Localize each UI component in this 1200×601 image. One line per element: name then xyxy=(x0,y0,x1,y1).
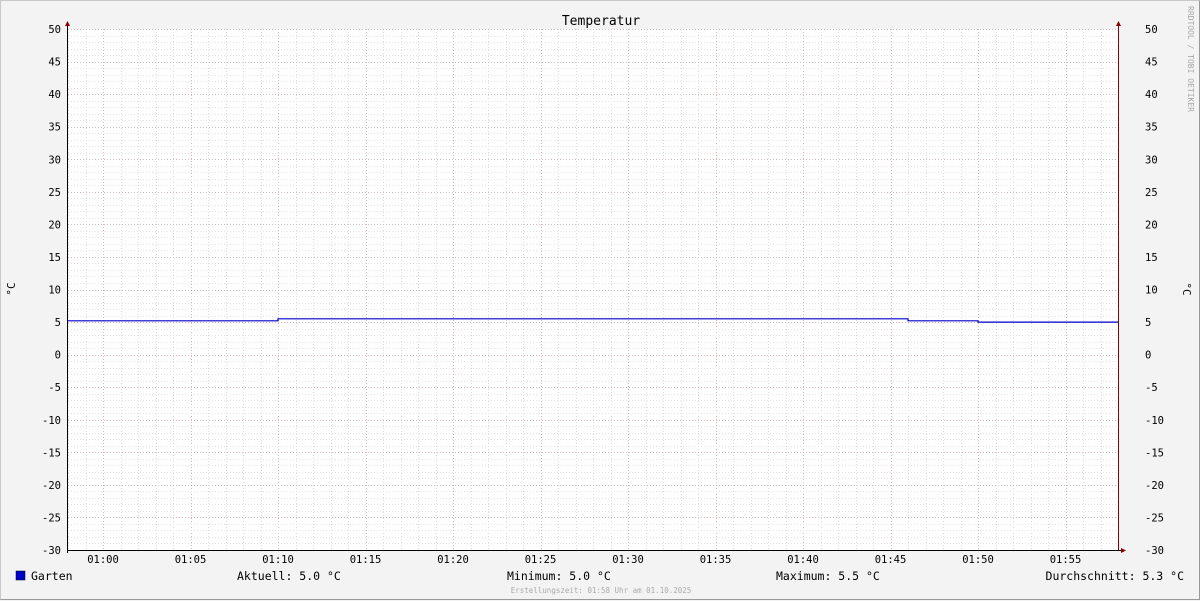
y-tick-label-right: 50 xyxy=(1145,24,1158,36)
y-tick-label-right: 25 xyxy=(1145,187,1158,199)
y-tick-label-left: 35 xyxy=(48,122,61,134)
y-tick-label-right: 35 xyxy=(1145,122,1158,134)
y-tick-label-right: 10 xyxy=(1145,285,1158,297)
y-axis-label-left: °C xyxy=(5,282,18,295)
legend-series-name: Garten xyxy=(31,569,73,583)
x-tick-label: 01:35 xyxy=(700,554,732,566)
x-tick-label: 01:00 xyxy=(87,554,119,566)
y-tick-label-left: 15 xyxy=(48,252,61,264)
y-tick-label-left: 40 xyxy=(48,89,61,101)
y-tick-label-left: -30 xyxy=(42,545,61,557)
y-tick-label-right: -10 xyxy=(1145,415,1164,427)
legend-swatch-garten xyxy=(15,570,26,581)
legend-minimum: Minimum: 5.0 °C xyxy=(507,569,611,583)
y-tick-label-left: -25 xyxy=(42,512,61,524)
y-tick-label-left: -5 xyxy=(48,382,61,394)
y-tick-label-left: -10 xyxy=(42,415,61,427)
y-tick-label-left: 45 xyxy=(48,57,61,69)
y-axis-arrow-left xyxy=(65,21,70,26)
y-tick-label-left: 5 xyxy=(55,317,61,329)
y-tick-label-right: 40 xyxy=(1145,89,1158,101)
x-tick-label: 01:45 xyxy=(875,554,907,566)
legend-current: Aktuell: 5.0 °C xyxy=(237,569,341,583)
y-tick-label-left: 0 xyxy=(55,350,61,362)
x-axis-arrow xyxy=(1121,548,1126,553)
x-tick-label: 01:30 xyxy=(612,554,644,566)
y-tick-label-right: -25 xyxy=(1145,512,1164,524)
watermark: RRDTOOL / TOBI OETIKER xyxy=(1186,6,1195,112)
y-tick-label-left: 30 xyxy=(48,154,61,166)
y-tick-label-right: 30 xyxy=(1145,154,1158,166)
legend-maximum: Maximum: 5.5 °C xyxy=(776,569,880,583)
y-tick-label-right: 5 xyxy=(1145,317,1151,329)
y-tick-label-left: -15 xyxy=(42,447,61,459)
y-tick-label-right: -5 xyxy=(1145,382,1158,394)
x-tick-label: 01:15 xyxy=(350,554,382,566)
y-tick-label-left: 25 xyxy=(48,187,61,199)
y-tick-label-left: -20 xyxy=(42,480,61,492)
y-tick-label-right: 20 xyxy=(1145,219,1158,231)
y-tick-label-right: -15 xyxy=(1145,447,1164,459)
y-axis-arrow-right xyxy=(1116,21,1121,26)
x-tick-label: 01:40 xyxy=(787,554,819,566)
x-tick-label: 01:10 xyxy=(262,554,294,566)
y-tick-label-left: 10 xyxy=(48,285,61,297)
y-axis-label-right: °C xyxy=(1180,282,1193,295)
plot-area xyxy=(68,29,1118,550)
series-line-garten xyxy=(68,318,1118,323)
footer-timestamp: Erstellungszeit: 01:58 Uhr am 01.10.2025 xyxy=(511,586,692,595)
x-tick-label: 01:05 xyxy=(175,554,207,566)
y-tick-label-left: 50 xyxy=(48,24,61,36)
x-tick-label: 01:55 xyxy=(1050,554,1082,566)
x-tick-label: 01:25 xyxy=(525,554,557,566)
x-tick-label: 01:50 xyxy=(962,554,994,566)
y-tick-label-right: -20 xyxy=(1145,480,1164,492)
y-tick-label-left: 20 xyxy=(48,219,61,231)
y-tick-label-right: 0 xyxy=(1145,350,1151,362)
y-tick-label-right: 45 xyxy=(1145,57,1158,69)
chart-title: Temperatur xyxy=(562,14,640,29)
x-tick-label: 01:20 xyxy=(437,554,469,566)
legend-average: Durchschnitt: 5.3 °C xyxy=(1046,569,1185,583)
y-tick-label-right: 15 xyxy=(1145,252,1158,264)
y-tick-label-right: -30 xyxy=(1145,545,1164,557)
